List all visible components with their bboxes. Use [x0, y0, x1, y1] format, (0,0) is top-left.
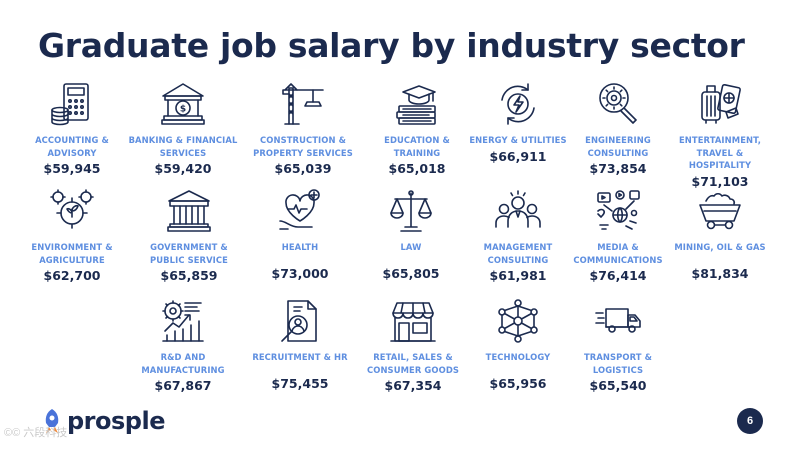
sector-label: RETAIL, SALES & CONSUMER GOODS	[366, 352, 460, 375]
sector-label: BANKING & FINANCIAL SERVICES	[128, 135, 238, 158]
sector-salary: $71,103	[691, 173, 749, 189]
sector-salary: $65,039	[274, 161, 332, 176]
mine-cart-icon	[699, 192, 741, 230]
sector-transport: TRANSPORT & LOGISTICS $65,540	[563, 297, 673, 393]
sector-salary: $81,834	[691, 265, 749, 281]
sector-management: MANAGEMENT CONSULTING $61,981	[463, 187, 573, 283]
sector-label: ENERGY & UTILITIES	[469, 135, 567, 145]
sector-salary: $66,911	[489, 148, 547, 164]
heart-hand-icon	[279, 189, 320, 230]
crane-icon	[282, 83, 324, 125]
calculator-coins-icon	[51, 83, 89, 126]
sector-accounting: ACCOUNTING & ADVISORY $59,945	[17, 80, 127, 176]
sector-label: EDUCATION & TRAINING	[384, 135, 450, 158]
sector-label: GOVERNMENT & PUBLIC SERVICE	[150, 242, 228, 265]
sector-label: ENTERTAINMENT, TRAVEL & HOSPITALITY	[678, 135, 762, 170]
sector-salary: $73,854	[589, 161, 647, 176]
watermark: ©© 六段科技	[4, 427, 68, 439]
sector-salary: $59,945	[43, 161, 101, 176]
government-building-icon	[167, 190, 211, 232]
sector-salary: $59,420	[154, 161, 212, 176]
graduation-books-icon	[396, 85, 436, 125]
sector-label: TRANSPORT & LOGISTICS	[583, 352, 653, 375]
sector-government: GOVERNMENT & PUBLIC SERVICE $65,859	[134, 187, 244, 283]
sector-engineering: ENGINEERING CONSULTING $73,854	[563, 80, 673, 176]
sector-education: EDUCATION & TRAINING $65,018	[362, 80, 472, 176]
team-icon	[495, 190, 541, 228]
sector-salary: $67,354	[384, 378, 442, 393]
gear-magnifier-icon	[599, 83, 637, 124]
sector-mining: MINING, OIL & GAS $81,834	[665, 187, 775, 281]
sector-label: MANAGEMENT CONSULTING	[483, 242, 553, 265]
storefront-icon	[390, 302, 436, 342]
sector-label: RECRUITMENT & HR	[252, 352, 348, 362]
scales-icon	[390, 190, 432, 232]
truck-icon	[595, 308, 641, 333]
sector-energy: ENERGY & UTILITIES $66,911	[463, 80, 573, 164]
network-icon	[498, 299, 538, 343]
sector-salary: $65,540	[589, 378, 647, 393]
media-globe-icon	[597, 190, 640, 230]
sector-salary: $76,414	[589, 268, 647, 283]
sector-technology: TECHNOLOGY $65,956	[463, 297, 573, 391]
sector-media: MEDIA & COMMUNICATIONS $76,414	[563, 187, 673, 283]
sector-law: LAW $65,805	[356, 187, 466, 281]
sector-label: ACCOUNTING & ADVISORY	[35, 135, 109, 158]
sector-label: LAW	[400, 242, 422, 252]
sector-label: MINING, OIL & GAS	[674, 242, 766, 252]
sector-salary: $65,018	[388, 161, 446, 176]
prosple-logo: prosple	[40, 406, 165, 436]
sector-salary: $73,000	[271, 265, 329, 281]
sector-salary: $65,859	[160, 268, 218, 283]
rocket-icon	[45, 409, 59, 433]
sector-salary: $65,805	[382, 265, 440, 281]
sector-salary: $62,700	[43, 268, 101, 283]
sector-salary: $67,867	[154, 378, 212, 393]
rd-growth-icon	[162, 300, 204, 342]
sector-label: ENVIRONMENT & AGRICULTURE	[31, 242, 113, 265]
sector-rd-manufacturing: R&D AND MANUFACTURING $67,867	[128, 297, 238, 393]
sector-label: HEALTH	[281, 242, 319, 252]
brand-name: prosple	[67, 407, 165, 435]
sector-environment: ENVIRONMENT & AGRICULTURE $62,700	[17, 187, 127, 283]
sector-label: CONSTRUCTION & PROPERTY SERVICES	[253, 135, 353, 158]
page-number: 6	[737, 408, 763, 434]
sector-entertainment: ENTERTAINMENT, TRAVEL & HOSPITALITY $71,…	[665, 80, 775, 189]
resume-search-icon	[281, 300, 317, 342]
sector-health: HEALTH $73,000	[245, 187, 355, 281]
bank-icon: $	[161, 83, 205, 125]
svg-text:$: $	[180, 105, 186, 115]
sector-retail: RETAIL, SALES & CONSUMER GOODS $67,354	[358, 297, 468, 393]
sector-label: R&D AND MANUFACTURING	[141, 352, 225, 375]
sector-salary: $75,455	[271, 375, 329, 391]
luggage-passport-icon	[701, 83, 741, 124]
plant-gears-icon	[50, 189, 94, 229]
sector-construction: CONSTRUCTION & PROPERTY SERVICES $65,039	[248, 80, 358, 176]
sector-banking: $ BANKING & FINANCIAL SERVICES $59,420	[128, 80, 238, 176]
slide-title: Graduate job salary by industry sector	[38, 26, 745, 65]
energy-cycle-icon	[501, 83, 535, 125]
sector-recruitment: RECRUITMENT & HR $75,455	[245, 297, 355, 391]
sector-label: MEDIA & COMMUNICATIONS	[573, 242, 663, 265]
sector-label: TECHNOLOGY	[485, 352, 551, 362]
sector-salary: $61,981	[489, 268, 547, 283]
sector-label: ENGINEERING CONSULTING	[585, 135, 651, 158]
sector-salary: $65,956	[489, 375, 547, 391]
